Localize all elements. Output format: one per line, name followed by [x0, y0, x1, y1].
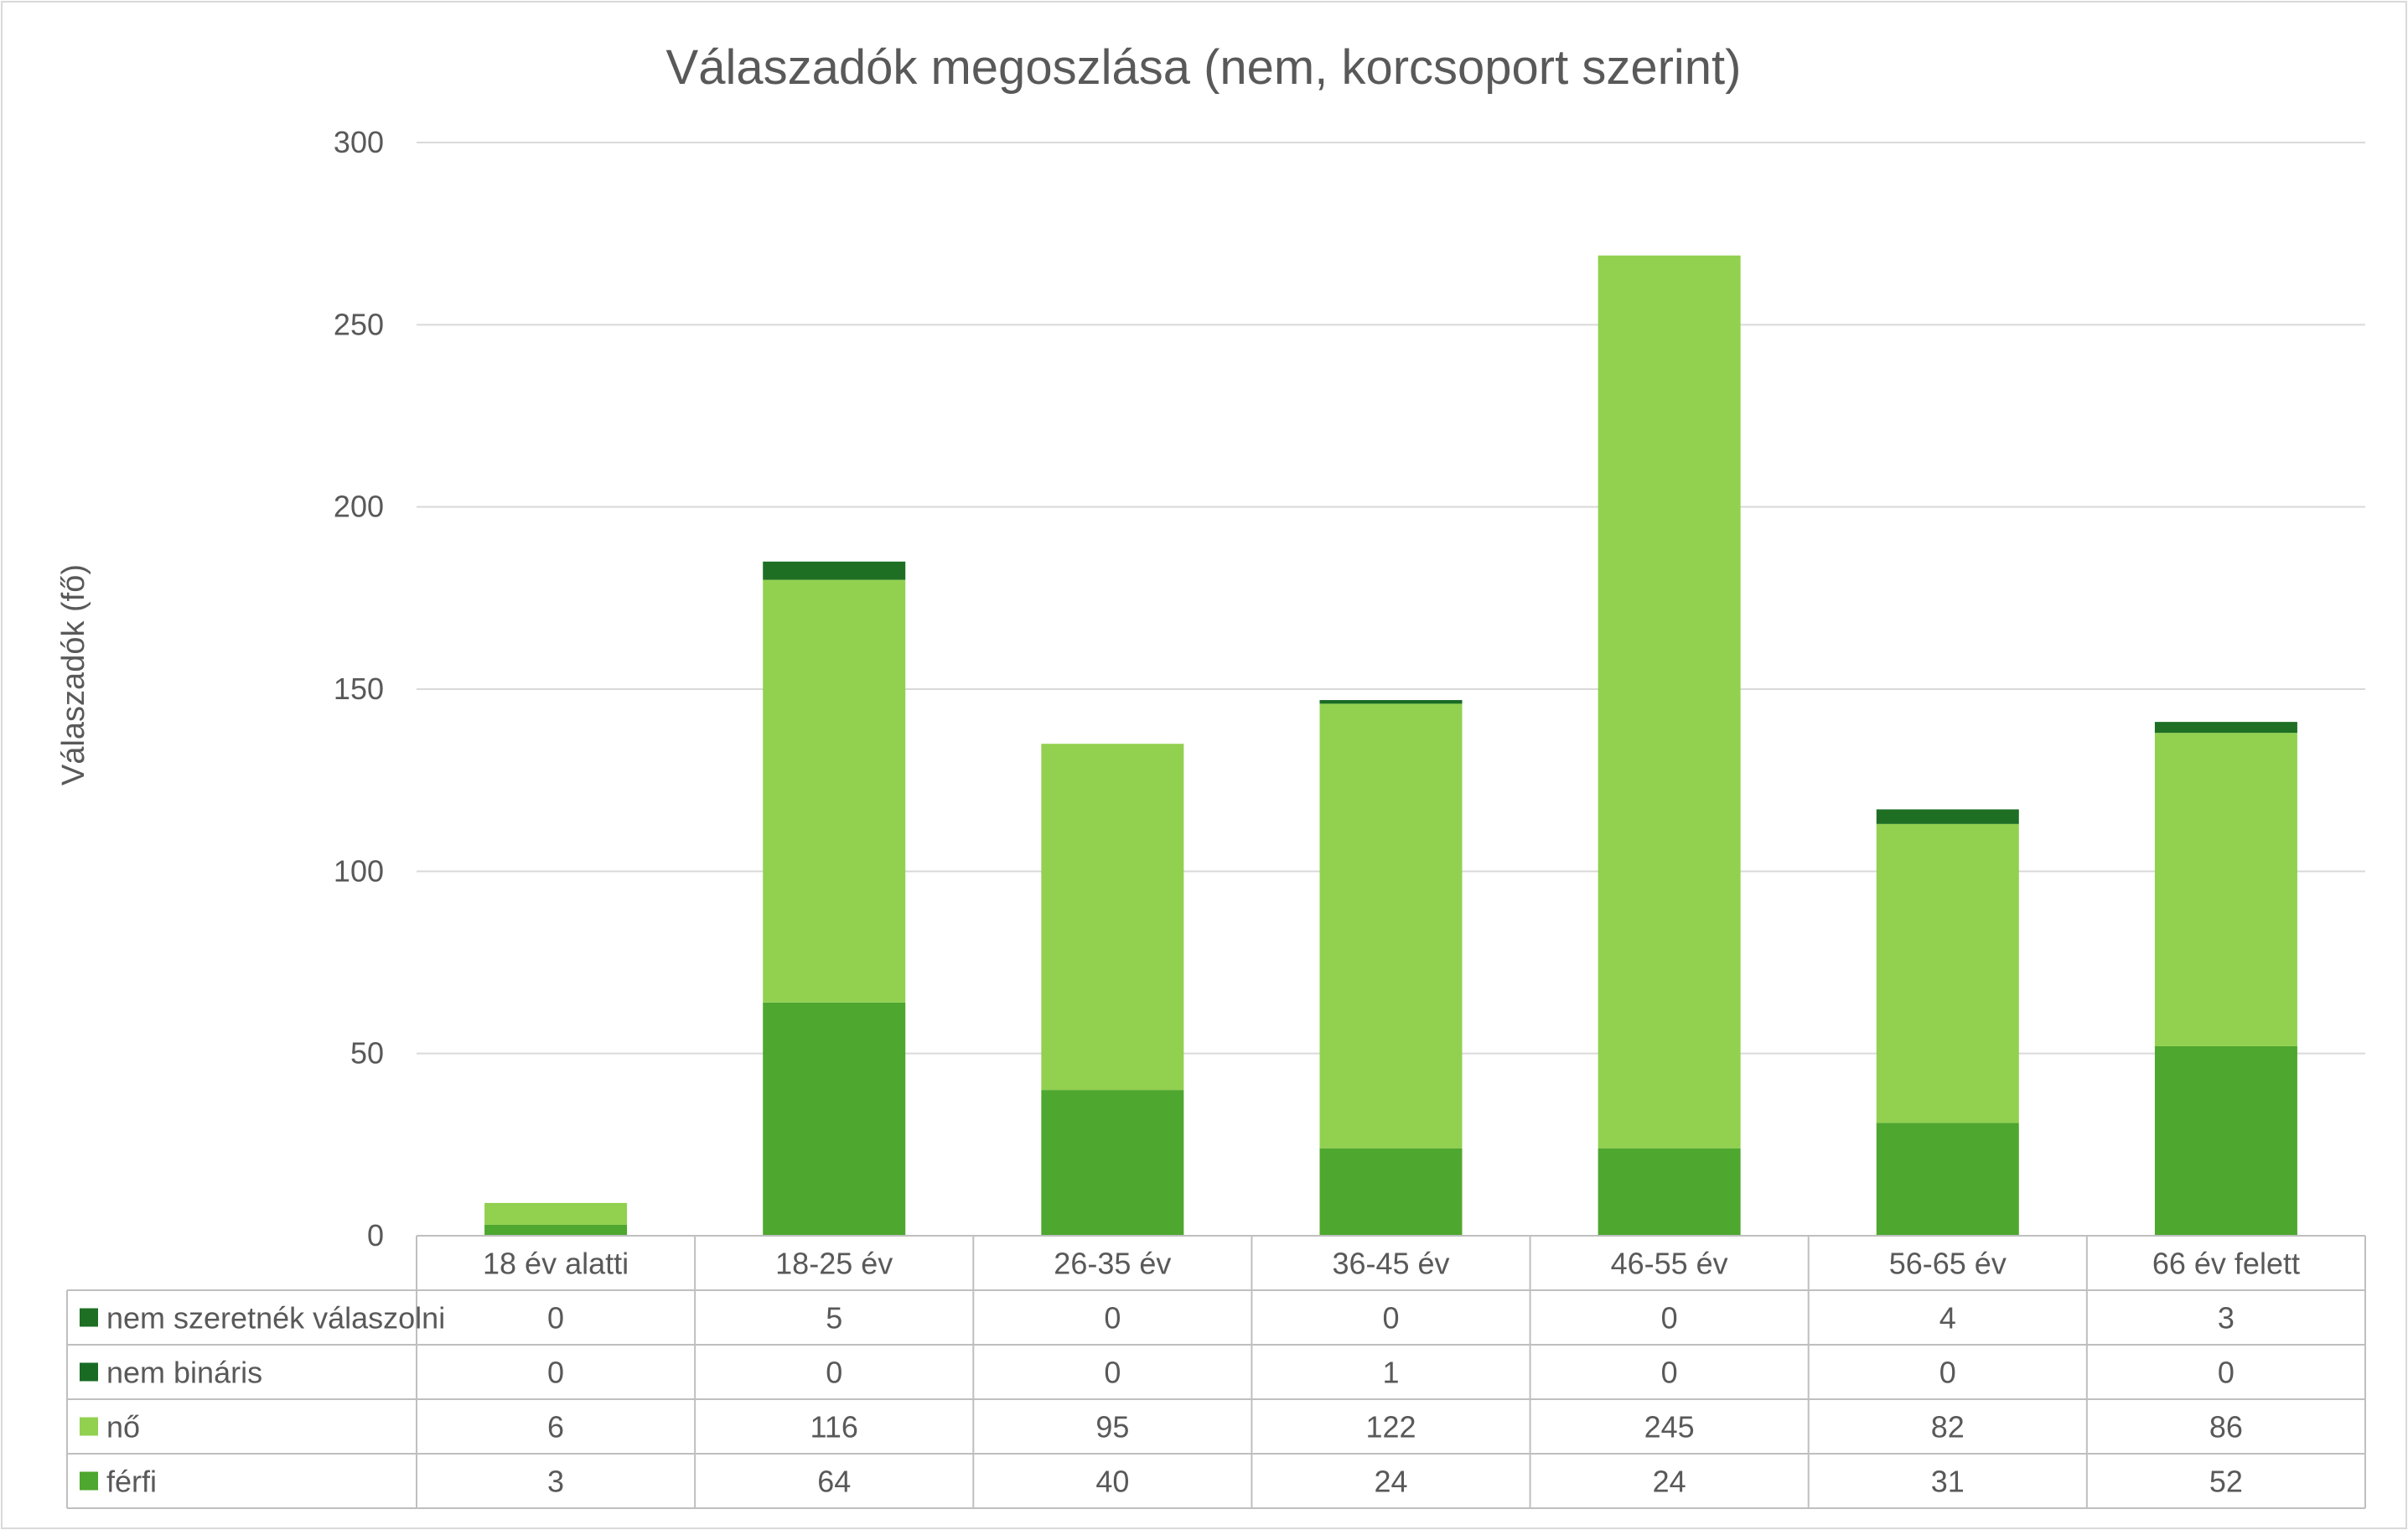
- table-cell-value: 3: [2218, 1301, 2235, 1336]
- table-cell-value: 116: [810, 1410, 858, 1444]
- data-table: 18 év alatti 18-25 év 26-35 év 36-45 év 46-5…: [66, 1235, 2366, 1509]
- legend-swatch: [80, 1308, 98, 1327]
- category-label: 26-35 év: [1054, 1247, 1171, 1281]
- bar-segment: [1319, 700, 1463, 704]
- table-cell-value: 52: [2209, 1465, 2243, 1499]
- table-cell-value: 1: [1382, 1356, 1399, 1390]
- bar-segment: [484, 1224, 628, 1236]
- category-label: 18-25 év: [775, 1247, 893, 1281]
- category-label: 46-55 év: [1611, 1247, 1728, 1281]
- table-cell-value: 0: [1104, 1356, 1121, 1390]
- table-cell-value: 0: [1661, 1301, 1678, 1336]
- table-cell-value: 82: [1931, 1410, 1965, 1444]
- bars: [484, 255, 2297, 1236]
- table-cell-value: 0: [1104, 1301, 1121, 1336]
- table-cell-value: 5: [826, 1301, 842, 1336]
- table-cell-value: 40: [1095, 1465, 1129, 1499]
- bar-segment: [1876, 809, 2019, 824]
- bar-segment: [1041, 1090, 1184, 1236]
- table-cell-value: 0: [547, 1301, 564, 1336]
- bar-segment: [2154, 722, 2297, 734]
- table-cell-value: 95: [1095, 1410, 1129, 1444]
- y-tick-label: 300: [334, 125, 384, 159]
- table-cell-value: 0: [1661, 1356, 1678, 1390]
- y-tick-label: 0: [367, 1218, 384, 1253]
- table-cell-value: 122: [1365, 1410, 1416, 1444]
- table-cell-value: 245: [1644, 1410, 1695, 1444]
- legend-label: nem bináris: [106, 1356, 262, 1390]
- y-tick-label: 50: [350, 1036, 384, 1071]
- table-cell-value: 64: [817, 1465, 851, 1499]
- bar-segment: [1598, 255, 1741, 1149]
- bar-segment: [1876, 1123, 2019, 1236]
- table-cell-value: 3: [547, 1465, 564, 1499]
- chart-title: Válaszadók megoszlása (nem, korcsoport s…: [666, 40, 1742, 95]
- bar-segment: [2154, 733, 2297, 1046]
- table-cell-value: 24: [1374, 1465, 1407, 1499]
- legend-label: nő: [106, 1410, 140, 1444]
- table-cell-value: 0: [2218, 1356, 2235, 1390]
- category-label: 56-65 év: [1889, 1247, 2007, 1281]
- y-axis-ticks: 0 50 100 150 200 250 300: [334, 125, 384, 1253]
- table-cell-value: 4: [1939, 1301, 1956, 1336]
- legend-swatch: [80, 1362, 98, 1382]
- bar-segment: [1319, 1148, 1463, 1236]
- table-cell-value: 31: [1931, 1465, 1965, 1499]
- y-tick-label: 200: [334, 490, 384, 524]
- legend-label: férfi: [106, 1465, 157, 1499]
- bar-segment: [2154, 1045, 2297, 1236]
- bar-segment: [763, 561, 906, 580]
- bar-segment: [1041, 744, 1184, 1091]
- table-cell-value: 24: [1653, 1465, 1686, 1499]
- table-cell-value: 0: [547, 1356, 564, 1390]
- category-label: 66 év felett: [2152, 1247, 2300, 1281]
- table-cell-value: 86: [2209, 1410, 2243, 1444]
- y-tick-label: 250: [334, 307, 384, 341]
- table-cell-value: 0: [1939, 1356, 1956, 1390]
- legend-swatch: [80, 1417, 98, 1436]
- category-label: 18 év alatti: [483, 1247, 629, 1281]
- bar-segment: [484, 1202, 628, 1225]
- legend-label: nem szeretnék válaszolni: [106, 1301, 445, 1336]
- y-tick-label: 150: [334, 672, 384, 706]
- legend-swatch: [80, 1471, 98, 1491]
- bar-segment: [763, 1002, 906, 1236]
- category-label: 36-45 év: [1332, 1247, 1449, 1281]
- bar-segment: [1598, 1148, 1741, 1236]
- table-cell-value: 0: [1382, 1301, 1399, 1336]
- y-tick-label: 100: [334, 853, 384, 888]
- table-cell-value: 6: [547, 1410, 564, 1444]
- bar-segment: [1319, 703, 1463, 1149]
- y-axis-label: Válaszadók (fő): [56, 564, 91, 786]
- bar-segment: [1876, 823, 2019, 1123]
- table-cell-value: 0: [826, 1356, 842, 1390]
- bar-segment: [763, 579, 906, 1003]
